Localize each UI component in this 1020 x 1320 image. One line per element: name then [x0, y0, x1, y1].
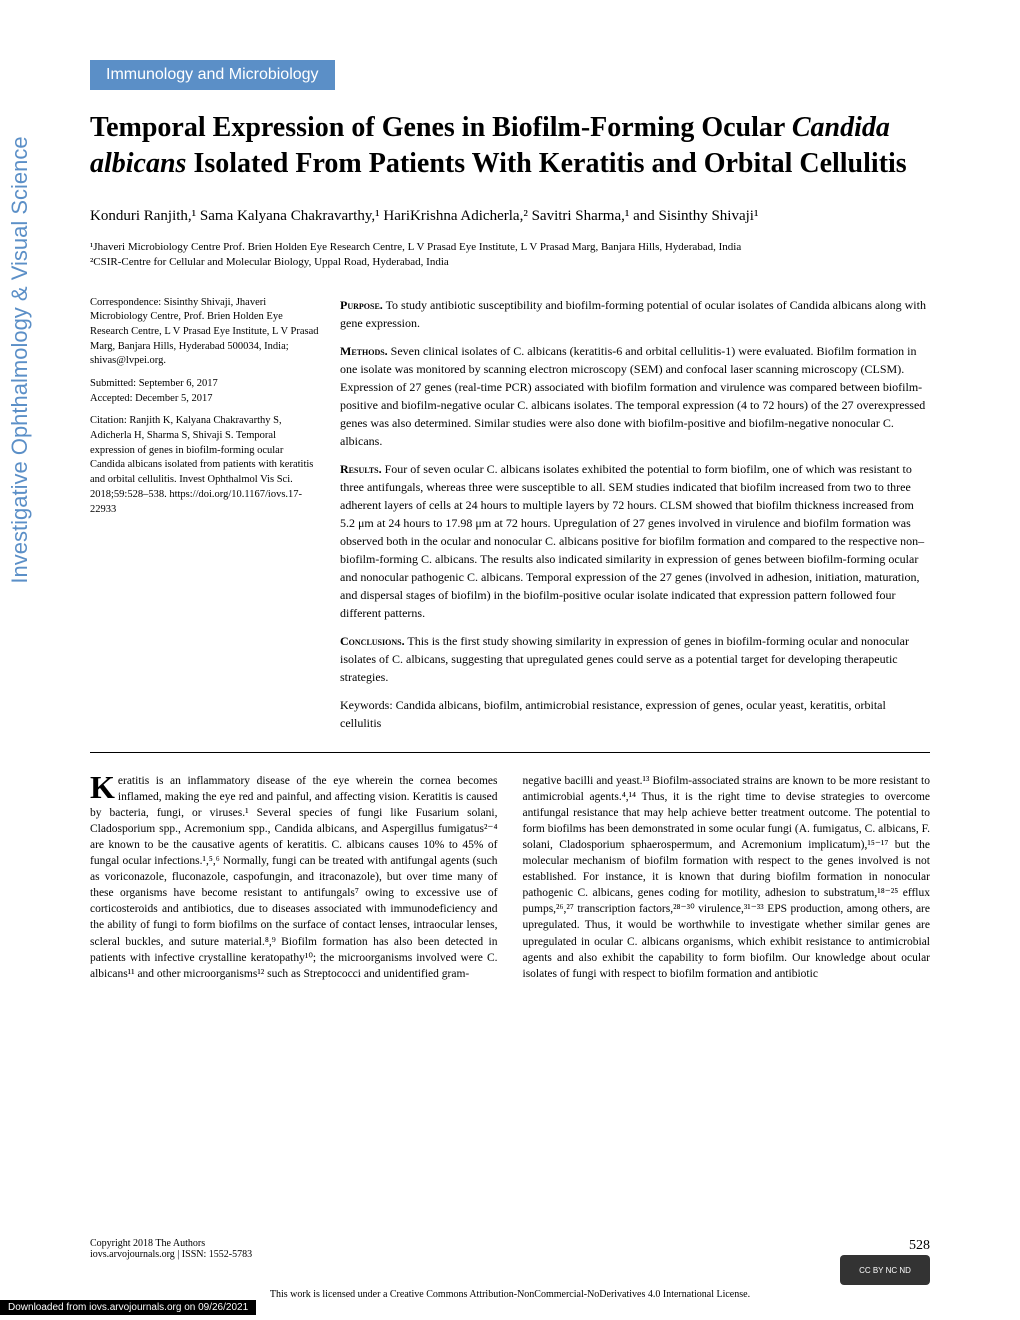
article-body: Keratitis is an inflammatory disease of … [90, 773, 930, 982]
journal-info: iovs.arvojournals.org | ISSN: 1552-5783 [90, 1249, 252, 1260]
citation: Citation: Ranjith K, Kalyana Chakravarth… [90, 414, 320, 517]
dropcap: K [90, 773, 118, 801]
abstract-methods: Methods. Seven clinical isolates of C. a… [340, 342, 930, 450]
body-text-col2: negative bacilli and yeast.¹³ Biofilm-as… [523, 775, 931, 980]
body-text-col1: eratitis is an inflammatory disease of t… [90, 775, 498, 980]
keywords: Keywords: Candida albicans, biofilm, ant… [340, 696, 930, 732]
methods-label: Methods. [340, 344, 388, 358]
methods-text: Seven clinical isolates of C. albicans (… [340, 344, 925, 448]
title-part2: Isolated From Patients With Keratitis an… [186, 148, 906, 179]
footer-left: Copyright 2018 The Authors iovs.arvojour… [90, 1238, 252, 1260]
results-text: Four of seven ocular C. albicans isolate… [340, 462, 924, 620]
section-header: Immunology and Microbiology [90, 60, 335, 90]
abstract-purpose: Purpose. To study antibiotic susceptibil… [340, 296, 930, 332]
results-label: Results. [340, 462, 382, 476]
cc-license-badge: CC BY NC ND [840, 1255, 930, 1285]
page-footer: Copyright 2018 The Authors iovs.arvojour… [90, 1238, 930, 1260]
submitted-date: Submitted: September 6, 2017 [90, 378, 218, 389]
dates: Submitted: September 6, 2017 Accepted: D… [90, 377, 320, 406]
accepted-date: Accepted: December 5, 2017 [90, 393, 212, 404]
body-column-left: Keratitis is an inflammatory disease of … [90, 773, 498, 982]
affiliation-2: ²CSIR-Centre for Cellular and Molecular … [90, 255, 930, 270]
sidebar-metadata: Correspondence: Sisinthy Shivaji, Jhaver… [90, 296, 320, 732]
article-title: Temporal Expression of Genes in Biofilm-… [90, 110, 930, 183]
abstract-results: Results. Four of seven ocular C. albican… [340, 460, 930, 622]
conclusions-text: This is the first study showing similari… [340, 634, 909, 684]
correspondence-email: shivas@lvpei.org. [90, 355, 166, 366]
body-column-right: negative bacilli and yeast.¹³ Biofilm-as… [523, 773, 931, 982]
correspondence-text: Correspondence: Sisinthy Shivaji, Jhaver… [90, 297, 319, 352]
journal-name-vertical: Investigative Ophthalmology & Visual Sci… [7, 136, 33, 583]
abstract: Purpose. To study antibiotic susceptibil… [340, 296, 930, 732]
affiliation-1: ¹Jhaveri Microbiology Centre Prof. Brien… [90, 240, 930, 255]
conclusions-label: Conclusions. [340, 634, 405, 648]
correspondence: Correspondence: Sisinthy Shivaji, Jhaver… [90, 296, 320, 369]
copyright: Copyright 2018 The Authors [90, 1238, 252, 1249]
download-note: Downloaded from iovs.arvojournals.org on… [0, 1300, 256, 1315]
abstract-conclusions: Conclusions. This is the first study sho… [340, 632, 930, 686]
purpose-label: Purpose. [340, 298, 383, 312]
authors-list: Konduri Ranjith,¹ Sama Kalyana Chakravar… [90, 208, 930, 225]
title-part1: Temporal Expression of Genes in Biofilm-… [90, 112, 792, 143]
cc-badge-text: CC BY NC ND [859, 1266, 911, 1275]
purpose-text: To study antibiotic susceptibility and b… [340, 298, 926, 330]
section-divider [90, 752, 930, 753]
affiliations: ¹Jhaveri Microbiology Centre Prof. Brien… [90, 240, 930, 271]
license-text: This work is licensed under a Creative C… [0, 1289, 1020, 1300]
